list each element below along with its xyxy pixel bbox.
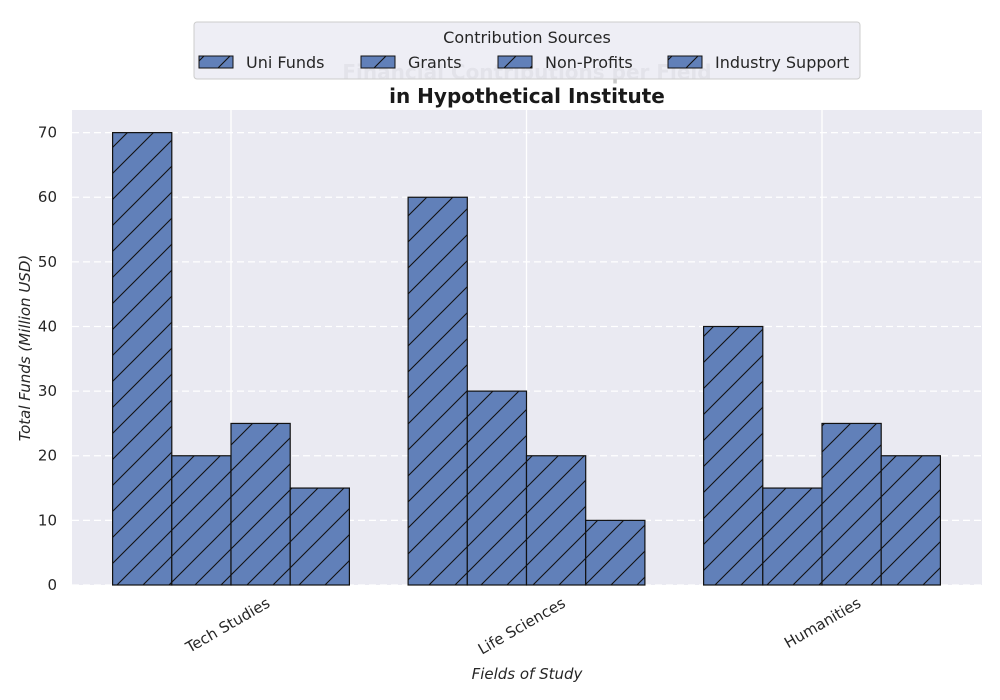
- legend-swatch-3: [497, 55, 533, 69]
- chart-title-line-2: in Hypothetical Institute: [389, 84, 665, 108]
- bar-tech-studies-grants: [171, 455, 232, 586]
- legend: Contribution Sources Uni Funds Grants Non-…: [193, 21, 861, 80]
- y-tick-label-20: 20: [38, 447, 57, 465]
- bar-life-sciences-uni-funds: [407, 196, 468, 586]
- bar-tech-studies-industry-support: [289, 487, 351, 586]
- bar-life-sciences-non-profits: [525, 455, 587, 586]
- bar-life-sciences-grants: [466, 390, 528, 586]
- legend-label-4: Industry Support: [715, 53, 849, 72]
- legend-swatch-1: [198, 55, 234, 69]
- y-tick-label-50: 50: [38, 253, 57, 271]
- legend-swatch-4: [667, 55, 703, 69]
- y-tick-label-40: 40: [38, 317, 57, 335]
- y-tick-label-60: 60: [38, 188, 57, 206]
- y-tick-label-0: 0: [47, 576, 57, 594]
- y-axis-label: Total Funds (Million USD): [16, 255, 34, 441]
- legend-label-2: Grants: [408, 53, 462, 72]
- y-tick-label-30: 30: [38, 382, 57, 400]
- legend-label-1: Uni Funds: [246, 53, 324, 72]
- bar-tech-studies-uni-funds: [111, 132, 173, 586]
- bar-humanities-uni-funds: [702, 325, 764, 586]
- y-tick-labels: 0 10 20 30 40 50 60 70: [38, 124, 57, 594]
- bar-humanities-industry-support: [880, 455, 942, 586]
- x-tick-label-3: Humanities: [781, 594, 864, 652]
- bar-life-sciences-industry-support: [585, 519, 646, 586]
- legend-title: Contribution Sources: [443, 28, 611, 47]
- y-tick-label-70: 70: [38, 124, 57, 142]
- bars: [111, 132, 942, 586]
- bar-tech-studies-non-profits: [230, 422, 291, 586]
- x-axis-label: Fields of Study: [472, 665, 584, 683]
- x-tick-labels: Tech Studies Life Sciences Humanities: [182, 594, 864, 659]
- legend-swatch-2: [360, 55, 396, 69]
- bar-humanities-grants: [762, 487, 823, 586]
- legend-label-3: Non-Profits: [545, 53, 633, 72]
- x-tick-label-1: Tech Studies: [182, 594, 273, 657]
- x-tick-label-2: Life Sciences: [475, 594, 569, 659]
- bar-humanities-non-profits: [821, 422, 882, 586]
- y-tick-label-10: 10: [38, 511, 57, 529]
